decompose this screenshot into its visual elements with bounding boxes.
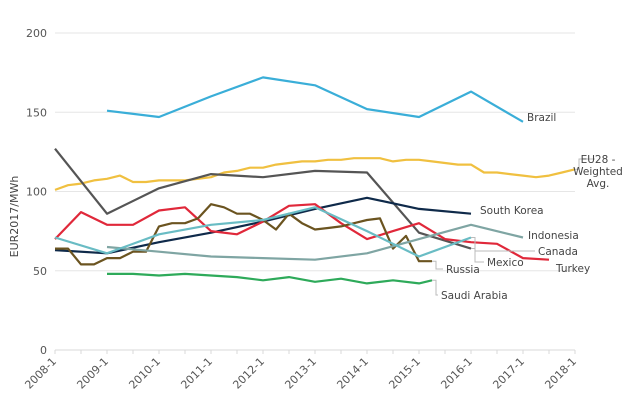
x-tick-label: 2016-1: [438, 355, 475, 392]
label-leader-line: [432, 260, 443, 270]
series-label: Turkey: [555, 263, 590, 275]
x-tick-label: 2011-1: [178, 355, 215, 392]
series-line-saudi-arabia: [107, 272, 433, 285]
series-label: Canada: [538, 246, 578, 258]
x-tick-label: 2017-1: [490, 355, 527, 392]
label-leader-line: [471, 236, 535, 252]
series-labels: Brazil EU28 -Weighted Avg. Mexico South Kore…: [432, 112, 623, 302]
series-label: South Korea: [480, 205, 544, 217]
series-line-turkey: [54, 203, 550, 261]
x-tick-label: 2013-1: [282, 355, 319, 392]
series-label: Russia: [446, 264, 480, 276]
series-line-canada: [54, 206, 472, 258]
label-leader-line: [471, 248, 484, 263]
series-label: Indonesia: [528, 230, 579, 242]
x-tick-label: 2014-1: [334, 355, 371, 392]
series-line-indonesia: [106, 223, 524, 261]
y-tick-label: 200: [26, 27, 47, 40]
series-label: EU28 -Weighted Avg.: [573, 154, 623, 190]
series-line-russia: [55, 203, 432, 266]
series-line-eu28-weighted-avg-: [54, 157, 576, 191]
series-line-brazil: [106, 76, 524, 123]
x-tick-label: 2012-1: [230, 355, 267, 392]
x-axis: 2008-1 2009-1 2010-1 2011-1 2012-1 2013-1 2014…: [22, 350, 579, 392]
series-label: Mexico: [487, 257, 524, 269]
series-lines: [54, 76, 576, 285]
y-axis: 0 50 100 150 200: [26, 27, 47, 357]
y-tick-label: 100: [26, 186, 47, 199]
y-tick-label: 150: [26, 106, 47, 119]
x-tick-label: 2010-1: [126, 355, 163, 392]
gridlines: [55, 32, 575, 351]
label-leader-line: [432, 279, 438, 296]
x-tick-label: 2009-1: [74, 355, 111, 392]
label-leader-line: [575, 158, 595, 170]
y-axis-title: EUR2017/MWh: [8, 176, 21, 258]
y-tick-label: 0: [40, 344, 47, 357]
x-tick-label: 2015-1: [386, 355, 423, 392]
series-label: Brazil: [527, 112, 556, 124]
series-label: Saudi Arabia: [441, 290, 508, 302]
series-line-mexico: [54, 148, 472, 250]
x-tick-label: 2008-1: [22, 355, 59, 392]
x-tick-label: 2018-1: [542, 355, 579, 392]
y-tick-label: 50: [33, 265, 47, 278]
